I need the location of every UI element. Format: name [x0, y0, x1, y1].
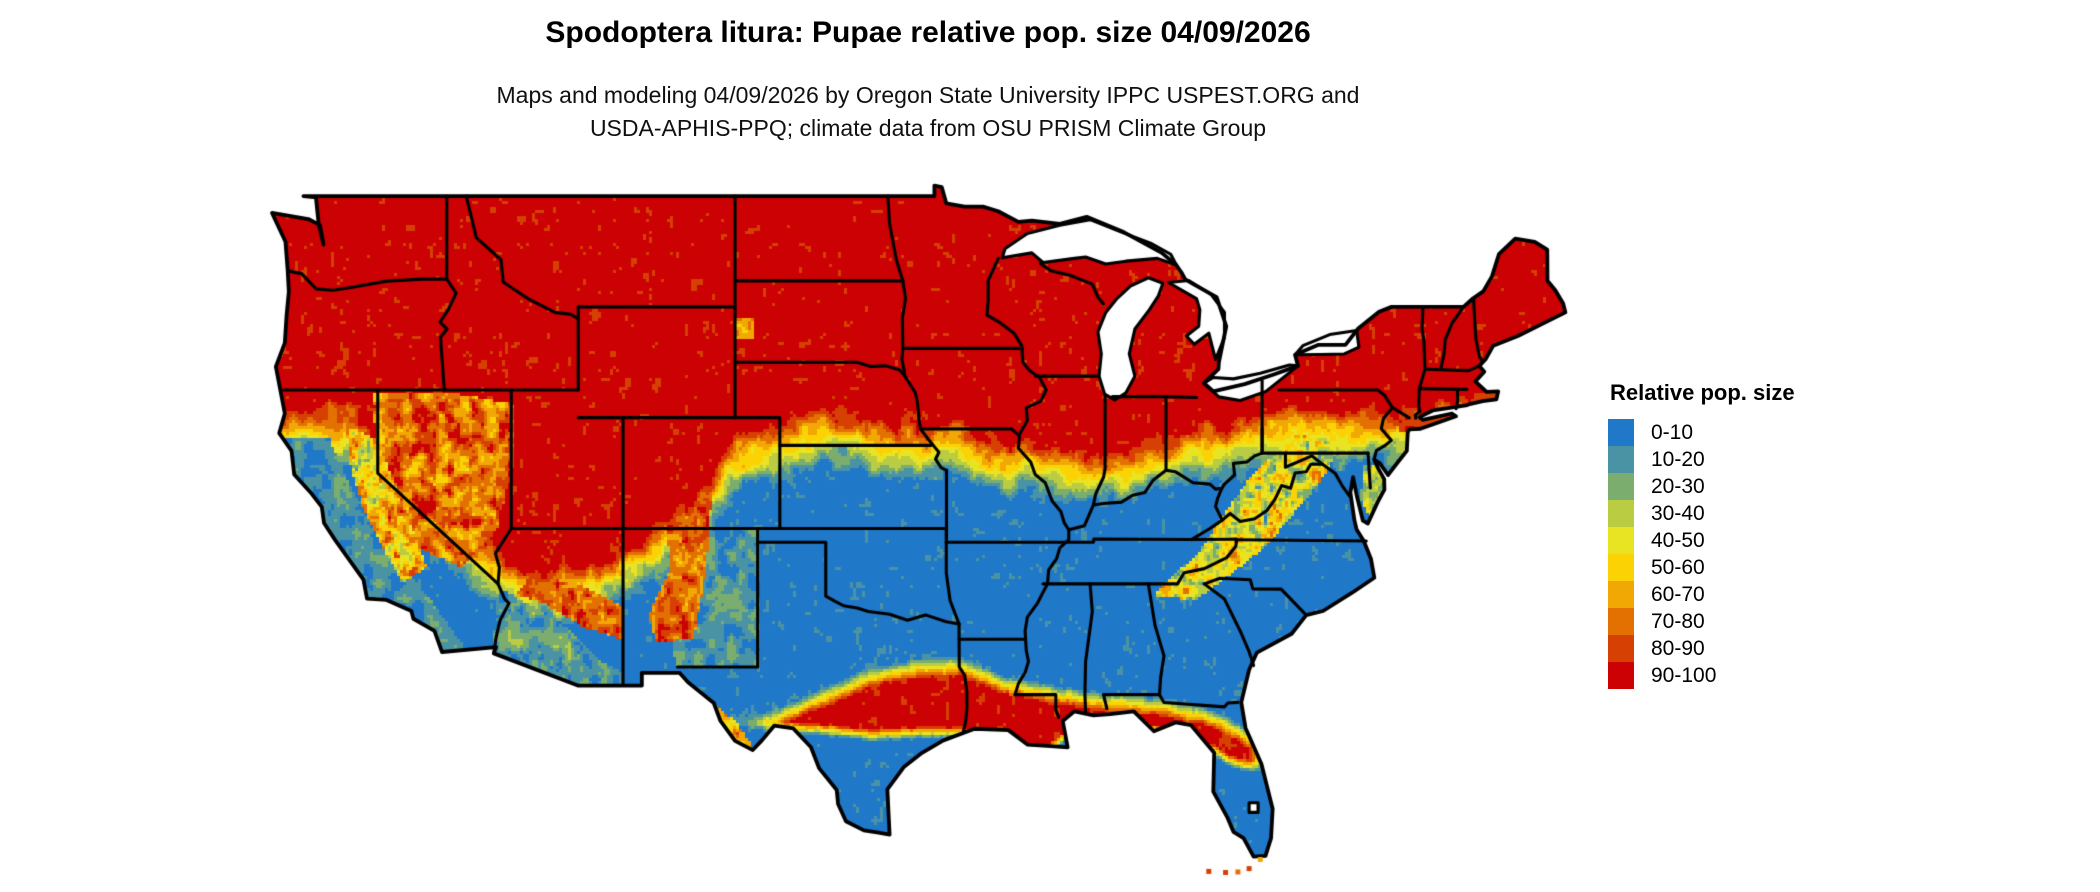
legend-item: 40-50 — [1608, 527, 1795, 554]
legend-swatch — [1608, 608, 1634, 635]
legend-label: 0-10 — [1651, 420, 1694, 444]
legend-item: 30-40 — [1608, 500, 1795, 527]
legend-swatch — [1608, 473, 1634, 500]
legend-label: 70-80 — [1651, 609, 1705, 633]
legend-swatch — [1608, 500, 1634, 527]
legend-item: 50-60 — [1608, 554, 1795, 581]
legend-swatch — [1608, 635, 1634, 662]
legend-swatch — [1608, 581, 1634, 608]
legend-item: 10-20 — [1608, 446, 1795, 473]
legend-label: 60-70 — [1651, 582, 1705, 606]
legend-item: 60-70 — [1608, 581, 1795, 608]
legend-label: 80-90 — [1651, 636, 1705, 660]
us-population-map — [268, 180, 1588, 890]
legend-label: 20-30 — [1651, 474, 1705, 498]
subtitle-line-2: USDA-APHIS-PPQ; climate data from OSU PR… — [589, 115, 1267, 141]
page-subtitle: Maps and modeling 04/09/2026 by Oregon S… — [268, 79, 1588, 145]
legend-label: 40-50 — [1651, 528, 1705, 552]
legend-item: 0-10 — [1608, 419, 1795, 446]
legend-swatch — [1608, 662, 1634, 689]
legend: Relative pop. size 0-10 10-20 20-30 30-40 40… — [1608, 380, 1795, 689]
legend-label: 10-20 — [1651, 447, 1705, 471]
legend-label: 90-100 — [1651, 663, 1717, 687]
legend-item: 70-80 — [1608, 608, 1795, 635]
legend-title: Relative pop. size — [1610, 380, 1795, 405]
legend-items: 0-10 10-20 20-30 30-40 40-50 50-60 60-70 70-80 8… — [1608, 419, 1795, 689]
legend-label: 50-60 — [1651, 555, 1705, 579]
legend-item: 80-90 — [1608, 635, 1795, 662]
legend-swatch — [1608, 527, 1634, 554]
legend-swatch — [1608, 446, 1634, 473]
legend-swatch — [1608, 419, 1634, 446]
subtitle-line-1: Maps and modeling 04/09/2026 by Oregon S… — [496, 82, 1360, 108]
legend-label: 30-40 — [1651, 501, 1705, 525]
legend-item: 90-100 — [1608, 662, 1795, 689]
legend-swatch — [1608, 554, 1634, 581]
page-title: Spodoptera litura: Pupae relative pop. s… — [545, 16, 1311, 49]
legend-item: 20-30 — [1608, 473, 1795, 500]
